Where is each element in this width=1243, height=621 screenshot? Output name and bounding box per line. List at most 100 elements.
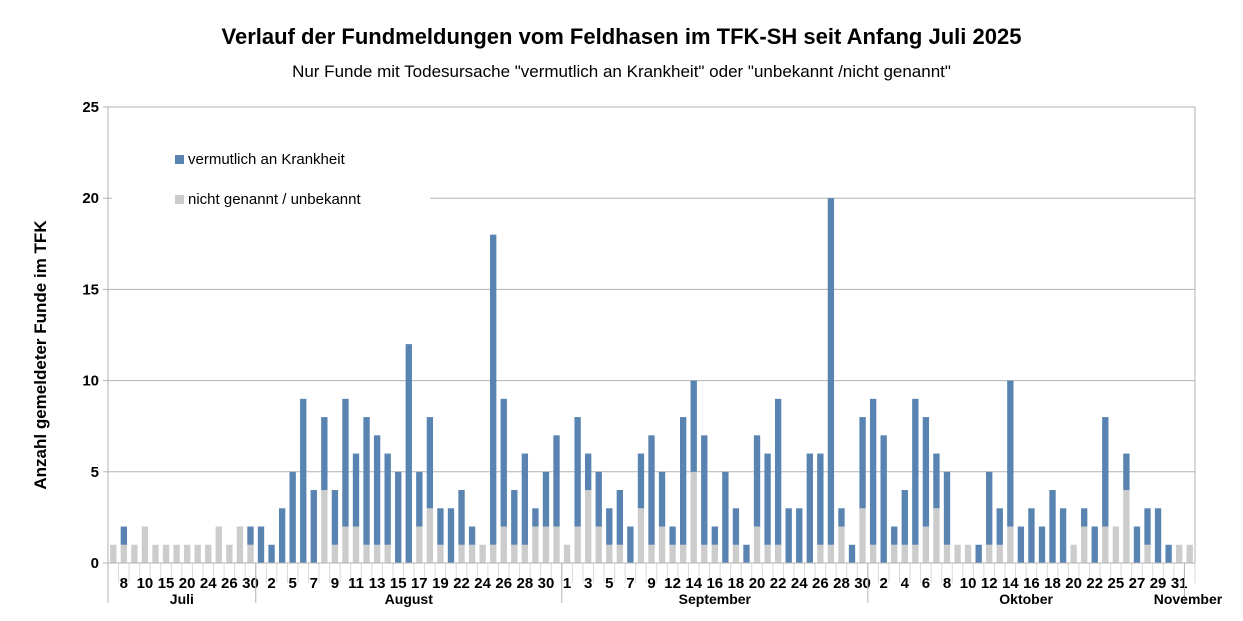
bar-unbekannt [669, 544, 676, 563]
bar-unbekannt [110, 544, 117, 563]
bar-stack [848, 544, 856, 563]
x-tick-label: 3 [584, 575, 592, 592]
bar-krankheit [637, 453, 645, 509]
bar-krankheit [943, 471, 951, 545]
x-tick-label: 2 [880, 575, 888, 592]
x-tick-label: 30 [538, 575, 555, 592]
bar-unbekannt [753, 526, 761, 563]
bar-krankheit [827, 198, 835, 545]
bar-stack [1186, 544, 1193, 563]
x-tick-label: 8 [120, 575, 128, 592]
legend-label-krankheit: vermutlich an Krankheit [188, 151, 346, 168]
bar-unbekannt [511, 544, 518, 563]
bar-stack [1028, 508, 1035, 563]
bar-krankheit [521, 453, 529, 545]
bar-krankheit [363, 417, 370, 545]
x-tick-label: 17 [411, 575, 428, 592]
bar-unbekannt [764, 544, 771, 563]
bar-stack [289, 471, 296, 563]
chart-subtitle: Nur Funde mit Todesursache "vermutlich a… [292, 62, 951, 81]
x-tick-label: 26 [221, 575, 238, 592]
bar-unbekannt [648, 544, 655, 563]
bar-krankheit [986, 471, 993, 545]
bar-unbekannt [373, 544, 381, 563]
bar-unbekannt [563, 544, 571, 563]
x-tick-label: 16 [1023, 575, 1040, 592]
bar-krankheit [247, 526, 254, 545]
bar-stack [679, 417, 687, 563]
bar-stack [869, 398, 877, 563]
x-tick-label: 28 [833, 575, 850, 592]
x-tick-label: 18 [728, 575, 745, 592]
chart-title: Verlauf der Fundmeldungen vom Feldhasen … [221, 24, 1022, 49]
bar-stack [1007, 380, 1014, 563]
bar-unbekannt [236, 526, 244, 563]
bar-krankheit [1133, 526, 1141, 563]
x-tick-label: 6 [922, 575, 930, 592]
bar-unbekannt [215, 526, 222, 563]
x-tick-label: 14 [685, 575, 702, 592]
bar-krankheit [437, 508, 444, 545]
bar-unbekannt [183, 544, 191, 563]
bar-krankheit [1154, 508, 1162, 563]
bar-stack [500, 398, 507, 563]
bar-unbekannt [532, 526, 539, 563]
bar-stack [1123, 453, 1130, 563]
bar-stack [880, 435, 887, 563]
bar-unbekannt [1186, 544, 1193, 563]
y-tick-label: 5 [91, 464, 99, 481]
bar-unbekannt [954, 544, 961, 563]
bar-unbekannt [933, 508, 940, 563]
bar-unbekannt [1102, 526, 1109, 563]
bar-unbekannt [964, 544, 972, 563]
bar-stack [753, 435, 761, 563]
bar-krankheit [342, 398, 349, 527]
bar-krankheit [743, 544, 750, 563]
x-tick-label: 7 [626, 575, 634, 592]
bar-stack [1049, 490, 1056, 563]
bar-unbekannt [120, 544, 127, 563]
bar-stack [585, 453, 592, 563]
bar-krankheit [268, 544, 275, 563]
bar-stack [447, 508, 455, 563]
bar-unbekannt [827, 544, 835, 563]
bar-stack [490, 234, 497, 563]
bar-stack [257, 526, 265, 563]
bar-stack [817, 453, 824, 563]
bar-stack [131, 544, 138, 563]
bar-stack [986, 471, 993, 563]
bar-unbekannt [595, 526, 602, 563]
bar-krankheit [1081, 508, 1088, 527]
bar-unbekannt [1007, 526, 1014, 563]
bar-krankheit [648, 435, 655, 545]
bar-krankheit [658, 471, 666, 527]
y-tick-label: 15 [82, 281, 99, 298]
bar-stack [1154, 508, 1162, 563]
bar-unbekannt [1176, 544, 1183, 563]
bar-stack [859, 417, 866, 563]
x-tick-label: 30 [854, 575, 871, 592]
bars [110, 198, 1193, 563]
x-tick-label: 22 [453, 575, 470, 592]
bar-krankheit [764, 453, 771, 545]
bar-krankheit [458, 490, 465, 545]
bar-unbekannt [384, 544, 391, 563]
x-tick-label: 12 [981, 575, 998, 592]
bar-krankheit [120, 526, 127, 545]
bar-stack [975, 544, 982, 563]
bar-unbekannt [479, 544, 486, 563]
legend-swatch-unbekannt [175, 195, 184, 204]
bar-stack [912, 398, 919, 563]
x-tick-label: 16 [706, 575, 723, 592]
x-tick-label: 7 [310, 575, 318, 592]
bar-krankheit [679, 417, 687, 545]
bar-unbekannt [637, 508, 645, 563]
bar-stack [310, 490, 317, 563]
month-label: September [679, 591, 752, 607]
bar-krankheit [490, 234, 497, 545]
bar-stack [943, 471, 951, 563]
bar-stack [416, 471, 423, 563]
x-tick-label: 15 [390, 575, 407, 592]
month-label: Juli [170, 591, 194, 607]
bar-unbekannt [468, 544, 476, 563]
